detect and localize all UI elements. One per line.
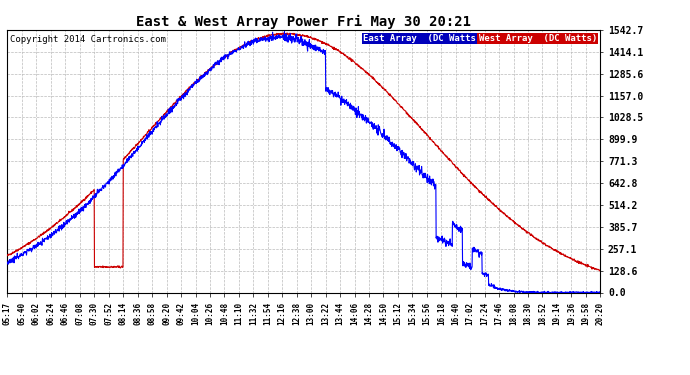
Text: West Array  (DC Watts): West Array (DC Watts) — [479, 34, 597, 43]
Title: East & West Array Power Fri May 30 20:21: East & West Array Power Fri May 30 20:21 — [136, 15, 471, 29]
Text: Copyright 2014 Cartronics.com: Copyright 2014 Cartronics.com — [10, 35, 166, 44]
Text: East Array  (DC Watts): East Array (DC Watts) — [363, 34, 481, 43]
